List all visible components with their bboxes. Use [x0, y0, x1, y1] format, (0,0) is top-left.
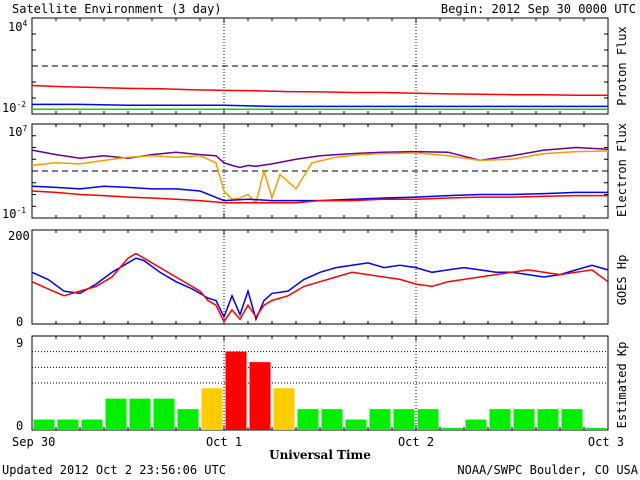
kp-bar	[225, 351, 247, 430]
kp-bar	[321, 409, 343, 430]
xtick-oct2: Oct 2	[398, 435, 434, 449]
ytick-kp-top: 9	[16, 336, 23, 350]
kp-bar	[105, 398, 127, 430]
panel-frame-proton	[31, 17, 609, 115]
svg-text:104: 104	[8, 19, 27, 34]
kp-bar	[129, 398, 151, 430]
ytick-proton-bottom: 10-2	[2, 100, 26, 115]
ytick-electron-bottom: 10-1	[2, 206, 26, 221]
svg-text:107: 107	[8, 124, 27, 139]
kp-bar	[393, 409, 415, 430]
electron-series-2	[31, 185, 608, 202]
electron-series-1	[31, 150, 609, 205]
kp-bar	[81, 419, 103, 430]
kp-bar	[561, 409, 583, 430]
kp-bar	[585, 428, 607, 430]
svg-text:10-1: 10-1	[2, 206, 26, 221]
ytick-hp-top: 200	[8, 229, 30, 243]
xtick-sep30: Sep 30	[12, 435, 55, 449]
kp-bar	[249, 362, 271, 430]
panel-frame-hp	[31, 229, 609, 325]
ylabel-proton: Proton Flux	[615, 26, 629, 105]
ytick-hp-bottom: 0	[16, 315, 23, 329]
xtick-oct1: Oct 1	[206, 435, 242, 449]
kp-bar	[417, 409, 439, 430]
kp-bar	[177, 409, 199, 430]
proton-series-0	[31, 84, 608, 96]
hp-series-0	[31, 257, 609, 322]
ylabel-electron: Electron Flux	[615, 123, 629, 217]
xtick-oct3: Oct 3	[588, 435, 624, 449]
kp-bar	[489, 409, 511, 430]
updated-time: Updated 2012 Oct 2 23:56:06 UTC	[2, 463, 226, 477]
ytick-kp-bottom: 0	[16, 419, 23, 433]
ylabel-hp: GOES Hp	[615, 255, 629, 306]
kp-bar	[369, 409, 391, 430]
begin-time: Begin: 2012 Sep 30 0000 UTC	[441, 2, 636, 16]
ytick-proton-top: 104	[8, 19, 27, 34]
xaxis-label: Universal Time	[269, 448, 371, 462]
kp-bar	[345, 419, 367, 430]
panel-frame-electron	[31, 123, 609, 219]
ytick-electron-top: 107	[8, 124, 27, 139]
credit: NOAA/SWPC Boulder, CO USA	[457, 463, 638, 477]
kp-bar	[33, 419, 55, 430]
kp-bar	[273, 388, 295, 430]
kp-bar	[201, 388, 223, 430]
kp-bar	[441, 428, 463, 430]
kp-bar	[537, 409, 559, 430]
proton-series-1	[32, 103, 608, 108]
kp-bar	[465, 419, 487, 430]
electron-series-3	[31, 190, 608, 204]
hp-series-1	[31, 252, 609, 324]
kp-bar	[153, 398, 175, 430]
kp-bar	[297, 409, 319, 430]
ylabel-kp: Estimated Kp	[615, 342, 629, 429]
svg-text:10-2: 10-2	[2, 100, 26, 115]
panels	[31, 17, 609, 431]
chart-title: Satellite Environment (3 day)	[12, 2, 222, 16]
kp-bar	[513, 409, 535, 430]
kp-bar	[57, 419, 79, 430]
